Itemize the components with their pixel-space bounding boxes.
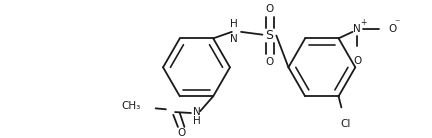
Text: O: O <box>178 128 186 138</box>
Text: O: O <box>389 24 397 34</box>
Text: O: O <box>353 56 361 66</box>
Text: +: + <box>360 18 367 27</box>
Text: O: O <box>266 4 274 14</box>
Text: H: H <box>193 116 200 126</box>
Text: O: O <box>266 57 274 67</box>
Text: N: N <box>230 34 238 44</box>
Text: N: N <box>353 24 361 34</box>
Text: Cl: Cl <box>341 119 351 129</box>
Text: ⁻: ⁻ <box>394 18 400 29</box>
Text: N: N <box>193 107 200 117</box>
Text: CH₃: CH₃ <box>121 101 141 112</box>
Text: H: H <box>230 19 238 29</box>
Text: S: S <box>265 29 273 42</box>
